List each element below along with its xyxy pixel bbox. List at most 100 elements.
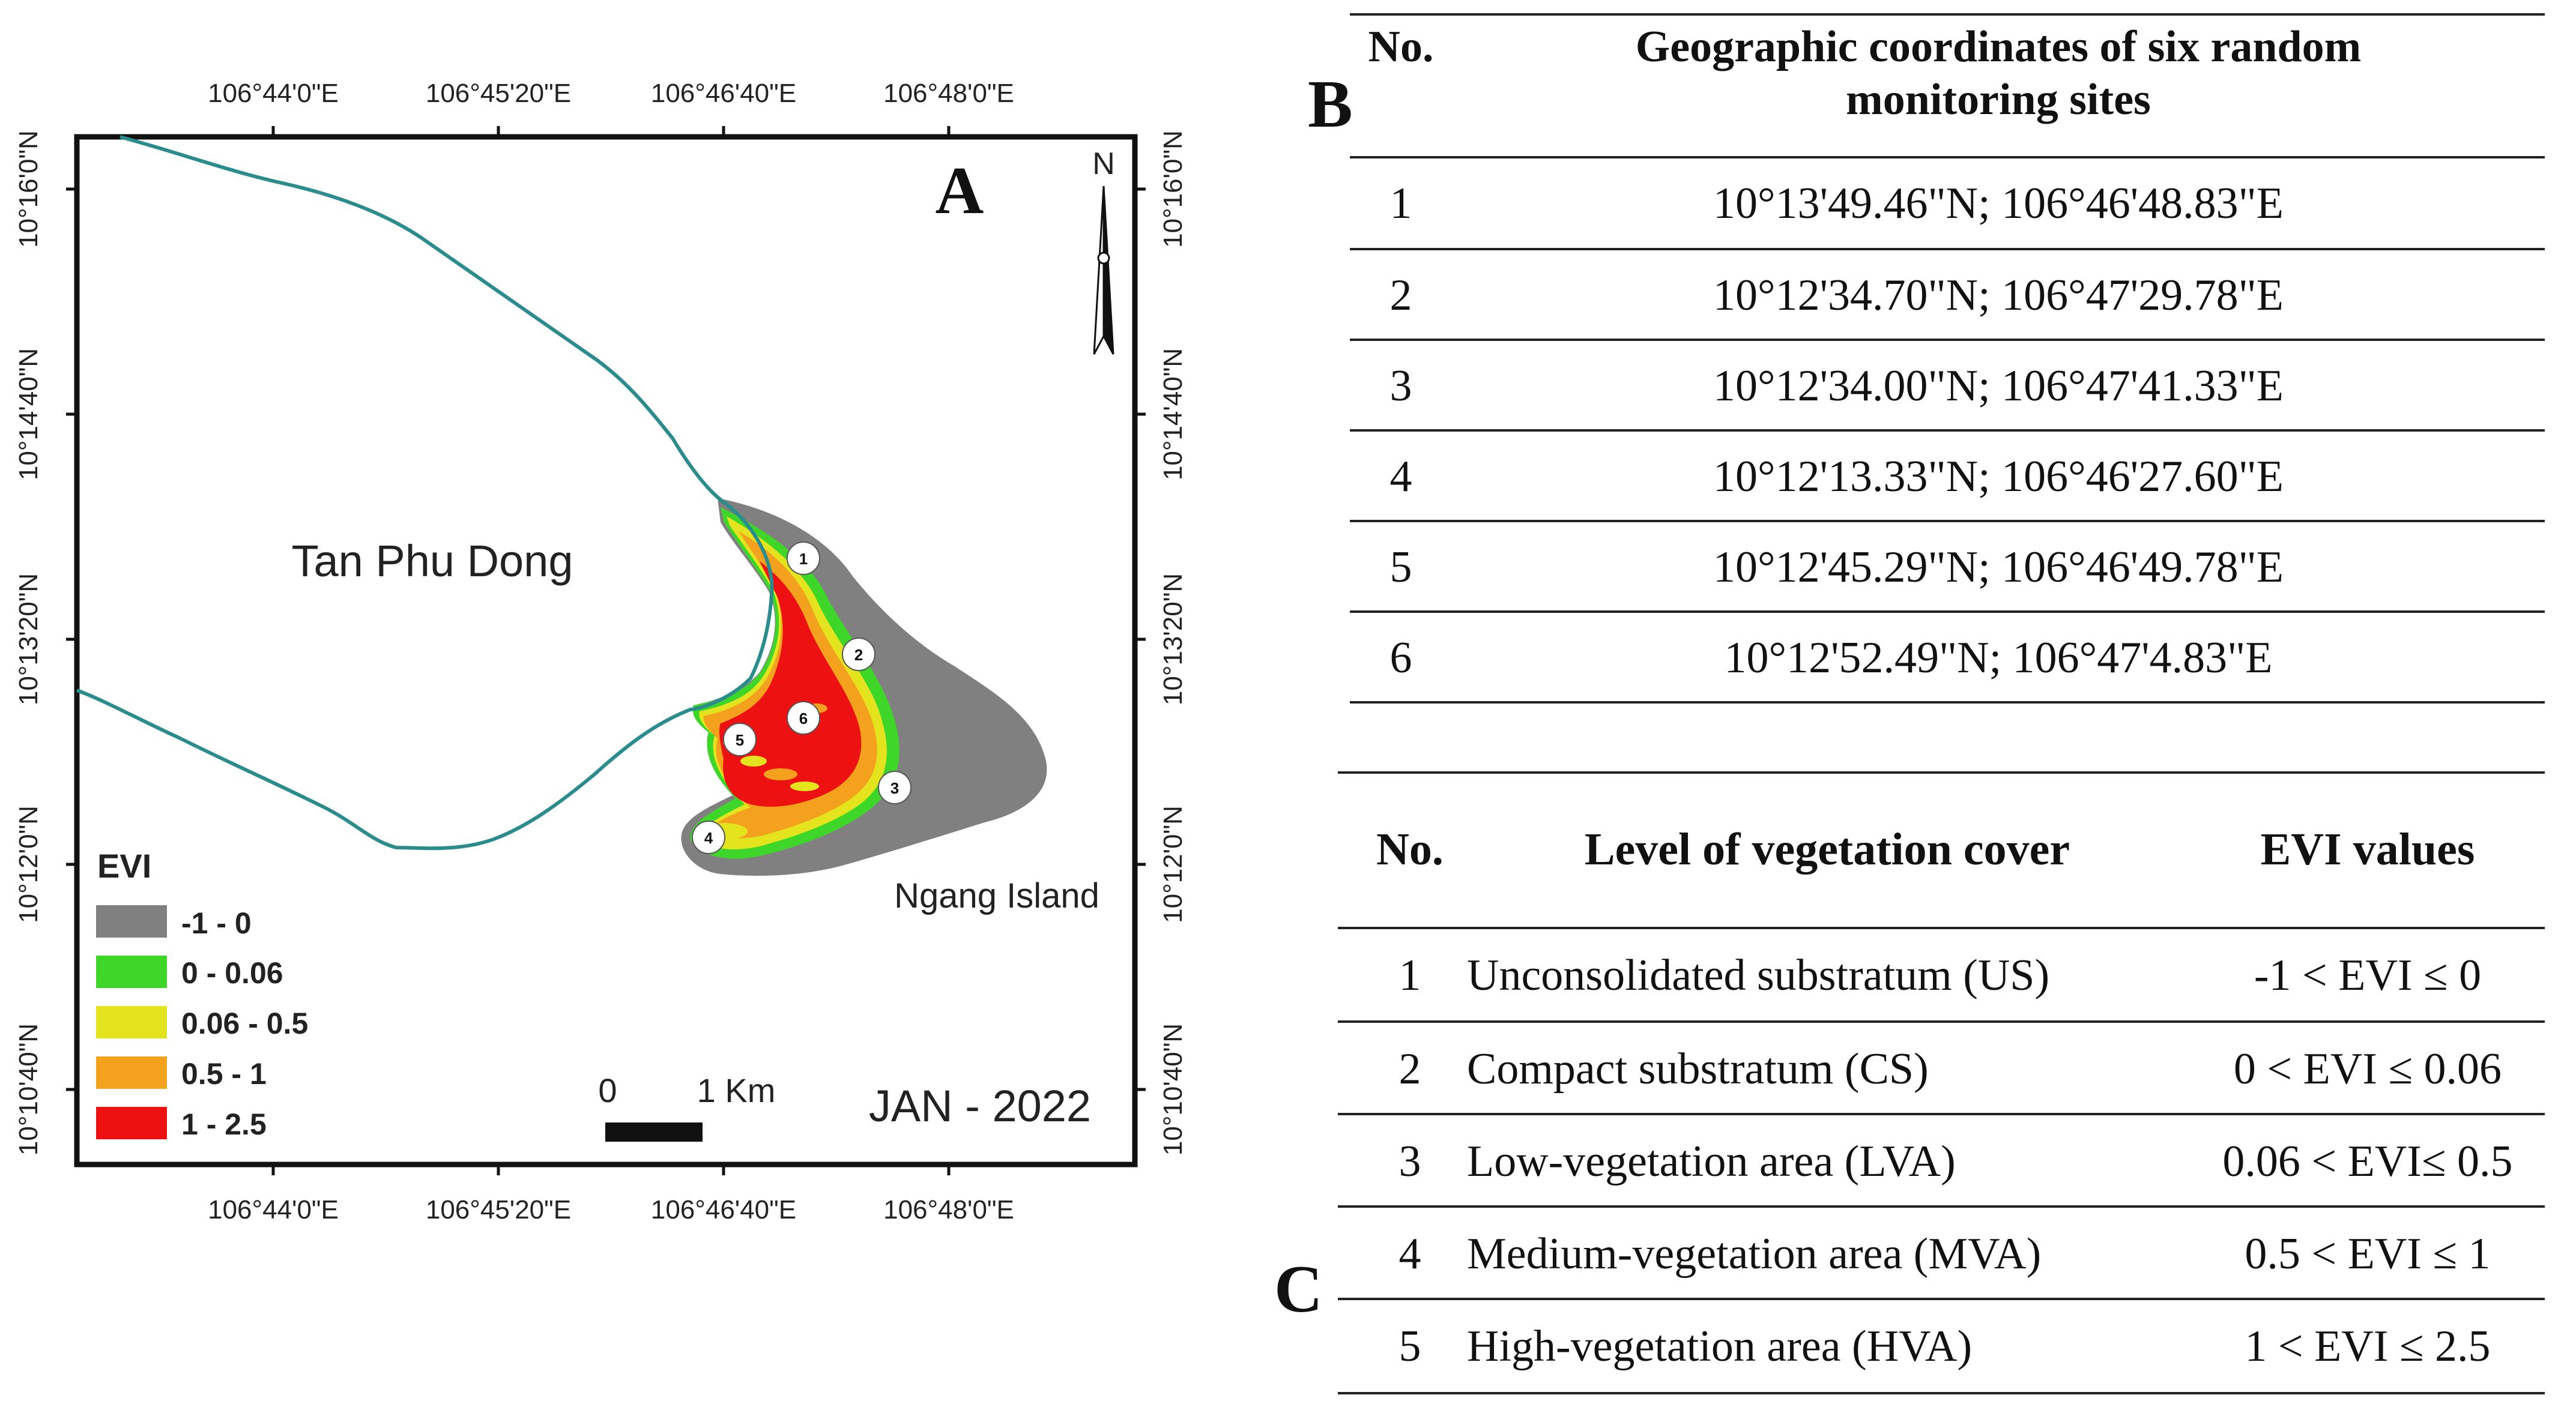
svg-text:1: 1: [799, 550, 808, 568]
svg-text:3: 3: [890, 779, 899, 797]
svg-text:6: 6: [799, 710, 808, 728]
table-row: 2 10°12'34.70"N; 106°47'29.78"E: [1350, 250, 2545, 341]
header-coords-line2: monitoring sites: [1846, 75, 2151, 124]
table-row: 1 10°13'49.46"N; 106°46'48.83"E: [1350, 158, 2545, 249]
legend-label: 0 - 0.06: [181, 956, 283, 990]
panel-letter-a: A: [936, 154, 984, 228]
panel-letter-c: C: [1274, 1252, 1323, 1327]
header-no: No.: [1368, 22, 1434, 71]
table-rule: [1338, 1392, 2545, 1394]
top-tick-label: 106°44'0"E: [208, 79, 339, 108]
north-label: N: [1092, 146, 1115, 181]
table-rule: [1350, 339, 2545, 341]
class-level: Low-vegetation area (LVA): [1467, 1137, 1956, 1186]
table-rule: [1338, 1020, 2545, 1023]
legend-swatch: [96, 1006, 167, 1038]
site-marker-2: 2: [842, 637, 875, 671]
evi-legend: EVI -1 - 0 0 - 0.06 0.06 - 0.5 0.5 - 1 1…: [96, 847, 308, 1141]
table-rule: [1350, 520, 2545, 522]
site-coords: 10°13'49.46"N; 106°46'48.83"E: [1713, 179, 2284, 228]
table-rule: [1350, 248, 2545, 250]
header-evi: EVI values: [2260, 824, 2475, 875]
header-coords-line1: Geographic coordinates of six random: [1635, 22, 2362, 71]
bottom-tick-label: 106°46'40"E: [651, 1195, 796, 1225]
top-tick-label: 106°45'20"E: [426, 79, 571, 108]
site-marker-1: 1: [787, 541, 820, 575]
place-label-tan-phu-dong: Tan Phu Dong: [291, 536, 573, 586]
table-rule: [1338, 1113, 2545, 1115]
svg-text:5: 5: [736, 731, 744, 749]
header-no: No.: [1376, 824, 1444, 875]
coastline: [76, 135, 774, 851]
table-row: 5 10°12'45.29"N; 106°46'49.78"E: [1350, 522, 2545, 613]
class-evi: 0.06 < EVI≤ 0.5: [2222, 1137, 2513, 1186]
legend-swatch: [96, 1056, 167, 1089]
table-rule: [1350, 610, 2545, 613]
legend-label: 1 - 2.5: [181, 1107, 267, 1141]
north-arrow-icon: N: [1092, 146, 1115, 355]
class-level: Compact substratum (CS): [1467, 1044, 1929, 1094]
table-row: 2 Compact substratum (CS) 0 < EVI ≤ 0.06: [1338, 1023, 2545, 1115]
class-evi: 1 < EVI ≤ 2.5: [2245, 1322, 2491, 1371]
site-coords: 10°12'13.33"N; 106°46'27.60"E: [1713, 452, 2284, 501]
legend-swatch: [96, 956, 167, 988]
class-no: 1: [1398, 951, 1421, 1000]
bottom-tick-label: 106°45'20"E: [426, 1195, 571, 1225]
scale-bar: 0 1 Km: [598, 1071, 775, 1142]
place-label-ngang-island: Ngang Island: [894, 876, 1099, 915]
site-coords: 10°12'34.70"N; 106°47'29.78"E: [1713, 271, 2284, 320]
table-rule: [1338, 927, 2545, 929]
svg-text:2: 2: [854, 646, 863, 664]
site-no: 3: [1389, 361, 1412, 411]
scale-start-label: 0: [598, 1071, 617, 1109]
legend-label: 0.5 - 1: [181, 1057, 267, 1091]
bottom-tick-label: 106°48'0"E: [883, 1195, 1014, 1225]
table-row: 3 Low-vegetation area (LVA) 0.06 < EVI≤ …: [1338, 1115, 2545, 1208]
table-rule: [1338, 1298, 2545, 1300]
evi-map: 106°44'0"E 106°45'20"E 106°46'40"E 106°4…: [14, 79, 1188, 1225]
class-evi: 0.5 < EVI ≤ 1: [2245, 1229, 2491, 1279]
table-rule: [1350, 701, 2545, 704]
right-tick-label: 10°10'40"N: [1158, 1023, 1188, 1155]
site-marker-4: 4: [692, 821, 725, 854]
class-level: High-vegetation area (HVA): [1467, 1322, 1973, 1371]
class-level: Unconsolidated substratum (US): [1467, 951, 2050, 1000]
legend-label: -1 - 0: [181, 906, 252, 940]
table-rule: [1338, 1205, 2545, 1208]
table-rule: [1350, 13, 2545, 16]
site-coords: 10°12'52.49"N; 106°47'4.83"E: [1724, 633, 2273, 682]
class-no: 5: [1398, 1322, 1421, 1371]
table-row: 5 High-vegetation area (HVA) 1 < EVI ≤ 2…: [1338, 1300, 2545, 1393]
legend-label: 0.06 - 0.5: [181, 1007, 308, 1040]
legend-title: EVI: [97, 847, 151, 885]
site-no: 5: [1389, 543, 1412, 592]
site-coords: 10°12'34.00"N; 106°47'41.33"E: [1713, 361, 2284, 411]
map-frame: [74, 134, 1138, 1167]
table-row: 3 10°12'34.00"N; 106°47'41.33"E: [1350, 341, 2545, 432]
svg-text:4: 4: [704, 829, 713, 847]
right-tick-label: 10°16'0"N: [1158, 130, 1188, 248]
class-no: 4: [1398, 1229, 1421, 1279]
class-no: 3: [1398, 1137, 1421, 1186]
right-tick-label: 10°12'0"N: [1158, 806, 1188, 923]
table-row: 4 10°12'13.33"N; 106°46'27.60"E: [1350, 432, 2545, 522]
table-rule: [1350, 429, 2545, 432]
site-marker-5: 5: [723, 723, 757, 756]
class-evi: -1 < EVI ≤ 0: [2254, 951, 2482, 1000]
right-tick-label: 10°13'20"N: [1158, 573, 1188, 705]
table-rule: [1350, 156, 2545, 158]
bottom-tick-label: 106°44'0"E: [208, 1195, 339, 1225]
evi-map-panel: 106°44'0"E 106°45'20"E 106°46'40"E 106°4…: [0, 0, 1273, 1407]
site-marker-6: 6: [787, 701, 820, 735]
scale-end-label: 1 Km: [697, 1071, 776, 1109]
header-level: Level of vegetation cover: [1584, 824, 2070, 875]
left-tick-label: 10°12'0"N: [14, 806, 43, 923]
site-no: 4: [1389, 452, 1412, 501]
legend-swatch: [96, 1107, 167, 1139]
class-evi: 0 < EVI ≤ 0.06: [2233, 1044, 2502, 1094]
right-tick-label: 10°14'40"N: [1158, 348, 1188, 480]
panel-letter-b: B: [1308, 67, 1353, 142]
map-date-label: JAN - 2022: [869, 1081, 1091, 1131]
left-tick-label: 10°13'20"N: [14, 573, 43, 705]
site-coords: 10°12'45.29"N; 106°46'49.78"E: [1713, 543, 2284, 592]
